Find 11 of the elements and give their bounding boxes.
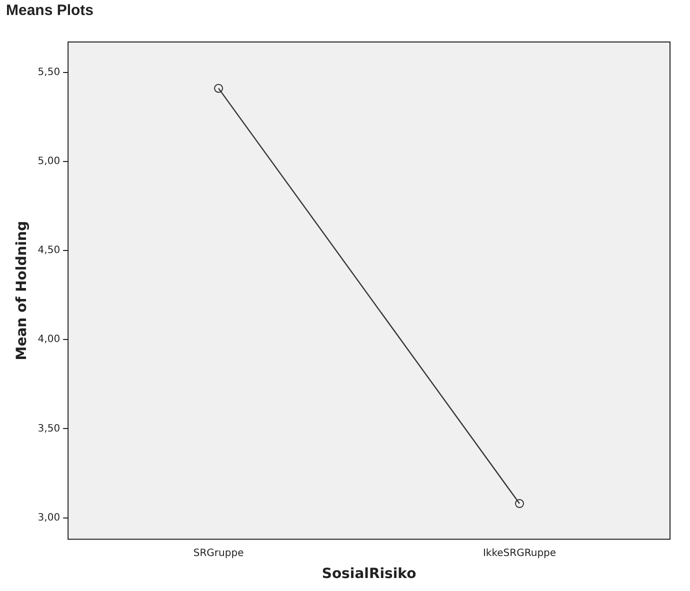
x-axis-title: SosialRisiko bbox=[322, 566, 417, 582]
y-tick-label: 5,00 bbox=[38, 156, 60, 167]
y-tick-label: 3,00 bbox=[38, 512, 60, 524]
chart-title: Means Plots bbox=[6, 2, 94, 19]
y-tick-label: 5,50 bbox=[38, 66, 60, 78]
y-tick-label: 3,50 bbox=[38, 423, 60, 434]
y-tick-label: 4,00 bbox=[38, 334, 60, 346]
y-axis-title: Mean of Holdning bbox=[14, 220, 30, 360]
y-tick-label: 4,50 bbox=[38, 245, 60, 256]
x-tick-label: SRGruppe bbox=[193, 548, 244, 559]
x-tick-label: IkkeSRGRuppe bbox=[482, 548, 556, 559]
